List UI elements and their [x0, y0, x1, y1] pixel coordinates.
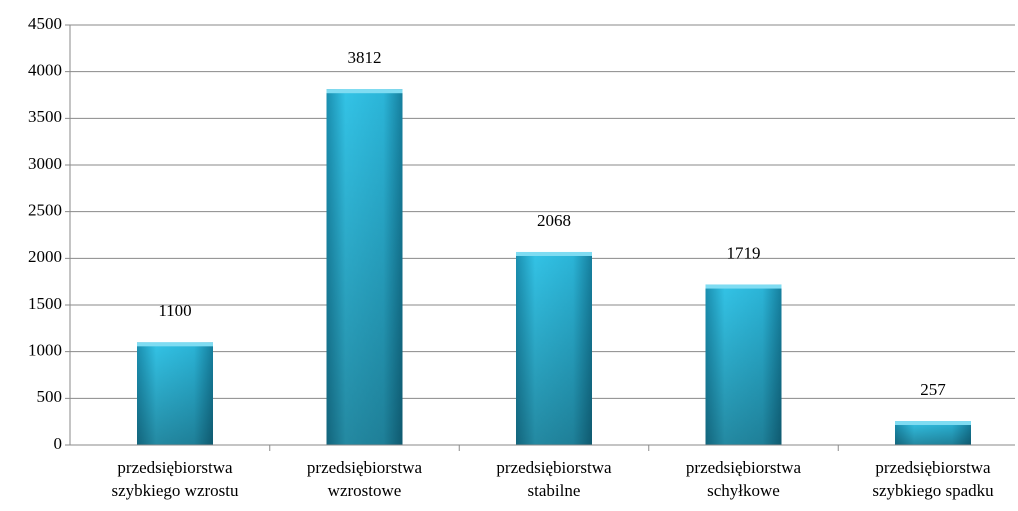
y-tick-label: 1500 [28, 294, 62, 313]
bar [705, 284, 782, 445]
x-tick-label: przedsiębiorstwa wzrostowe [307, 458, 423, 500]
bar-cap [137, 342, 213, 347]
bar-cap [516, 251, 592, 256]
y-tick-label: 1000 [28, 341, 62, 360]
value-label: 2068 [537, 211, 571, 230]
y-tick-label: 500 [37, 387, 63, 406]
y-tick-label: 3500 [28, 107, 62, 126]
y-tick-label: 4500 [28, 14, 62, 33]
bar-cap [705, 284, 782, 289]
y-tick-label: 3000 [28, 154, 62, 173]
bar [516, 251, 592, 445]
y-tick-label: 0 [54, 434, 63, 453]
bar-cap [326, 89, 403, 94]
value-label: 257 [920, 380, 946, 399]
value-label: 1100 [158, 301, 191, 320]
bar [895, 421, 971, 445]
bar-shade [516, 251, 592, 445]
bar-shade [705, 284, 782, 445]
bar-shade [895, 421, 971, 445]
x-tick-label: przedsiębiorstwa stabilne [496, 458, 612, 500]
bar-cap [895, 421, 971, 426]
value-label: 1719 [727, 243, 761, 262]
x-tick-label: przedsiębiorstwa schyłkowe [686, 458, 802, 500]
bar [137, 342, 213, 445]
value-label: 3812 [348, 48, 382, 67]
y-tick-label: 2500 [28, 201, 62, 220]
bar-shade [137, 342, 213, 445]
y-tick-label: 2000 [28, 247, 62, 266]
bar-shade [326, 89, 403, 446]
y-tick-label: 4000 [28, 61, 62, 80]
x-tick-label: przedsiębiorstwa szybkiego spadku [872, 458, 994, 500]
x-tick-label: przedsiębiorstwa szybkiego wzrostu [111, 458, 239, 500]
bar [326, 89, 403, 446]
